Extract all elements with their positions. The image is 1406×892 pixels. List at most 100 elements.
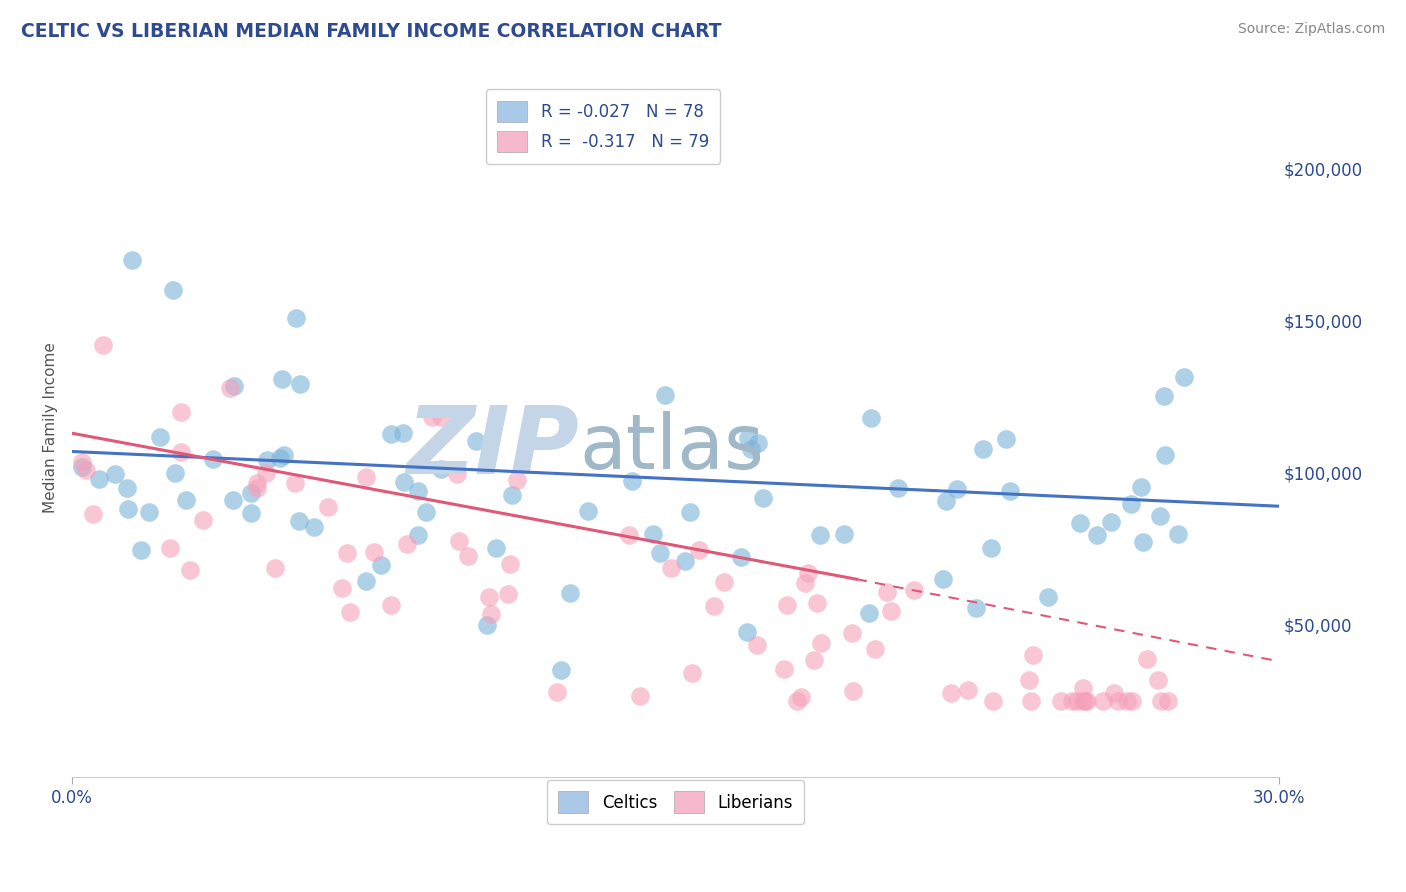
Point — [430, 410, 453, 425]
Point — [288, 377, 311, 392]
Point — [392, 425, 415, 440]
Point — [1018, 673, 1040, 688]
Point — [1060, 694, 1083, 708]
Point — [876, 585, 898, 599]
Point — [273, 448, 295, 462]
Point — [576, 504, 599, 518]
Point — [330, 581, 353, 595]
Point — [859, 411, 882, 425]
Point — [193, 513, 215, 527]
Point — [810, 636, 832, 650]
Point — [1049, 694, 1071, 708]
Point — [270, 372, 292, 386]
Point — [91, 338, 114, 352]
Point — [240, 506, 263, 520]
Point — [794, 576, 817, 591]
Point — [1102, 686, 1125, 700]
Point — [546, 685, 568, 699]
Point — [304, 520, 326, 534]
Point — [165, 467, 187, 481]
Point — [406, 528, 429, 542]
Point — [1121, 694, 1143, 708]
Point — [174, 492, 197, 507]
Point — [284, 476, 307, 491]
Point — [980, 541, 1002, 556]
Point — [1022, 648, 1045, 662]
Point — [995, 432, 1018, 446]
Point — [316, 500, 339, 514]
Point — [806, 596, 828, 610]
Point — [115, 481, 138, 495]
Legend: Celtics, Liberians: Celtics, Liberians — [547, 780, 804, 824]
Point — [506, 473, 529, 487]
Point — [256, 452, 278, 467]
Point — [121, 252, 143, 267]
Text: Source: ZipAtlas.com: Source: ZipAtlas.com — [1237, 22, 1385, 37]
Text: CELTIC VS LIBERIAN MEDIAN FAMILY INCOME CORRELATION CHART: CELTIC VS LIBERIAN MEDIAN FAMILY INCOME … — [21, 22, 721, 41]
Point — [254, 466, 277, 480]
Point — [773, 662, 796, 676]
Point — [688, 543, 710, 558]
Point — [643, 526, 665, 541]
Point — [219, 381, 242, 395]
Point — [446, 467, 468, 481]
Point — [1099, 515, 1122, 529]
Point — [201, 452, 224, 467]
Point — [1116, 694, 1139, 708]
Point — [932, 572, 955, 586]
Point — [1153, 389, 1175, 403]
Point — [941, 685, 963, 699]
Point — [392, 475, 415, 489]
Point — [477, 617, 499, 632]
Point — [550, 663, 572, 677]
Point — [659, 560, 682, 574]
Text: atlas: atlas — [579, 411, 763, 485]
Point — [339, 605, 361, 619]
Point — [808, 528, 831, 542]
Point — [1066, 694, 1088, 708]
Point — [162, 283, 184, 297]
Point — [628, 690, 651, 704]
Point — [336, 546, 359, 560]
Point — [1038, 590, 1060, 604]
Point — [673, 554, 696, 568]
Point — [1150, 694, 1173, 708]
Point — [501, 488, 523, 502]
Point — [558, 586, 581, 600]
Point — [981, 694, 1004, 708]
Point — [972, 442, 994, 457]
Point — [430, 462, 453, 476]
Point — [858, 606, 880, 620]
Point — [240, 486, 263, 500]
Point — [285, 311, 308, 326]
Point — [380, 427, 402, 442]
Point — [395, 537, 418, 551]
Point — [370, 558, 392, 572]
Point — [75, 463, 97, 477]
Point — [880, 604, 903, 618]
Point — [269, 450, 291, 465]
Point — [903, 582, 925, 597]
Point — [380, 599, 402, 613]
Point — [745, 639, 768, 653]
Point — [149, 430, 172, 444]
Point — [957, 682, 980, 697]
Point — [1069, 516, 1091, 531]
Point — [263, 560, 285, 574]
Point — [415, 505, 437, 519]
Point — [786, 694, 808, 708]
Point — [179, 563, 201, 577]
Point — [1071, 694, 1094, 708]
Point — [406, 483, 429, 498]
Y-axis label: Median Family Income: Median Family Income — [44, 342, 58, 513]
Point — [221, 493, 243, 508]
Point — [457, 549, 479, 563]
Point — [170, 405, 193, 419]
Point — [1136, 652, 1159, 666]
Point — [1146, 673, 1168, 687]
Text: ZIP: ZIP — [406, 402, 579, 494]
Point — [803, 653, 825, 667]
Point — [89, 472, 111, 486]
Point — [648, 546, 671, 560]
Point — [752, 491, 775, 506]
